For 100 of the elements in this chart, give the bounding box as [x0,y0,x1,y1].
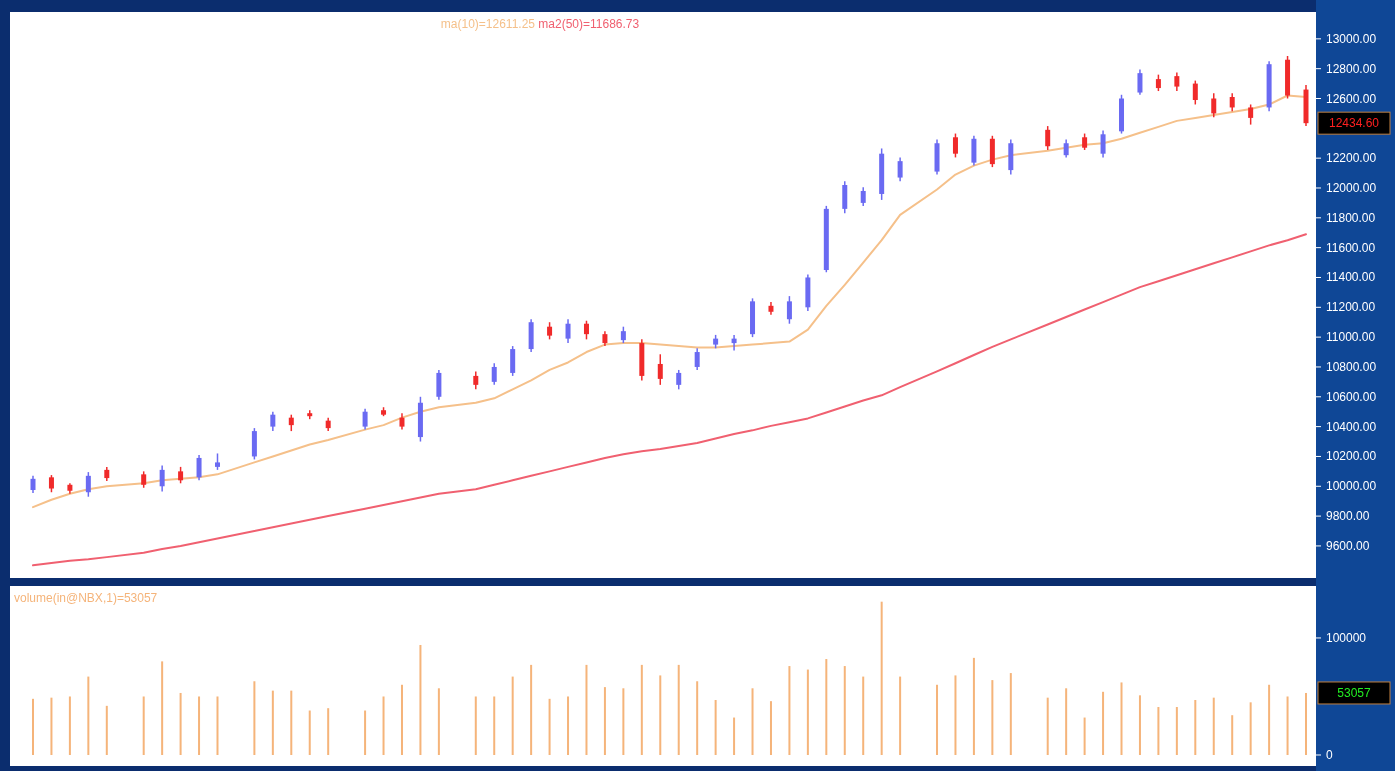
bar [936,684,939,755]
bar [105,705,108,755]
bar [1046,697,1049,755]
bar [954,675,957,755]
bar [1175,707,1178,755]
candlestick [1045,125,1051,151]
text: volume(in@NBX,1)=53057 [14,591,158,605]
bar [271,690,274,755]
bar [253,681,256,755]
bar [198,696,201,755]
bar [751,688,754,755]
y-tick-label: 10000.00 [1326,479,1377,494]
candlestick [1174,71,1180,92]
bar [437,688,440,755]
bar [1120,682,1123,755]
text: ma2(50)=11686.73 [535,17,640,31]
y-tick-label: 100000 [1326,630,1367,645]
candlestick [860,186,866,207]
bar [733,717,736,755]
bar [68,696,71,755]
bar [530,664,533,755]
bar [419,644,422,755]
bar [1102,691,1105,755]
bar [862,676,865,755]
bar [179,692,182,755]
bar [972,657,975,755]
y-tick-label: 11200.00 [1326,300,1376,315]
candlestick [270,410,276,432]
candlestick [510,345,516,377]
bar [696,681,699,755]
bar [880,601,883,755]
candlestick [196,454,202,482]
text: 53057 [1337,685,1372,700]
bar [603,687,606,755]
bar [788,666,791,755]
candlestick [657,353,663,386]
y-tick-label: 12600.00 [1326,91,1377,106]
candlestick [971,135,977,167]
y-tick-label: 11400.00 [1326,270,1376,285]
candlestick [786,295,792,325]
candlestick [583,319,589,341]
bar [32,698,34,755]
bar [50,697,53,755]
bar [1083,717,1086,755]
bar [400,684,403,755]
bar [1231,715,1234,755]
candlestick [159,464,165,493]
bar [308,710,311,755]
candlestick [694,347,700,371]
bar [1286,696,1289,755]
bar [493,696,496,755]
bar [769,701,772,755]
candlestick [897,156,903,183]
bar [1009,673,1012,755]
bar [825,659,828,755]
line-series [32,233,1307,567]
bar [899,676,902,755]
y-tick-label: 9600.00 [1326,538,1370,553]
bar [806,669,809,755]
bar [548,698,551,755]
text: 12434.60 [1328,116,1380,131]
candlestick [731,334,737,352]
y-tick-label: 10600.00 [1326,389,1377,404]
y-tick-label: 9800.00 [1326,509,1370,524]
bar [1305,692,1307,755]
bar [1194,699,1197,755]
y-tick-label: 0 [1326,748,1333,762]
bar [87,676,90,755]
y-tick-label: 10400.00 [1326,419,1377,434]
bar [382,696,385,755]
y-tick-label: 11000.00 [1326,330,1376,345]
bar [142,696,145,755]
bar [1065,688,1068,755]
bar [567,696,570,755]
text: ma(10)=12611.25 [440,17,536,31]
bar [364,710,367,755]
y-tick-label: 13000.00 [1326,31,1377,46]
candlestick [842,180,848,215]
bar [1212,697,1215,755]
y-tick-label: 12000.00 [1326,180,1377,195]
bar [1157,707,1160,755]
bar [474,696,477,755]
bar [1268,684,1271,755]
y-tick-label: 12200.00 [1326,151,1377,166]
bar [1249,702,1252,755]
candlestick [1192,79,1198,106]
candlestick [1211,92,1217,118]
y-tick-label: 12800.00 [1326,61,1377,76]
y-tick-label: 10800.00 [1326,359,1377,374]
bar [1138,695,1141,755]
candlestick [952,132,958,159]
candlestick [436,369,442,401]
bar [216,696,219,755]
candlestick [362,407,368,431]
y-tick-label: 11800.00 [1326,210,1376,225]
bar [714,699,717,755]
y-tick-label: 10200.00 [1326,449,1377,464]
bar [585,664,588,755]
bar [659,675,662,755]
bar [677,664,680,755]
